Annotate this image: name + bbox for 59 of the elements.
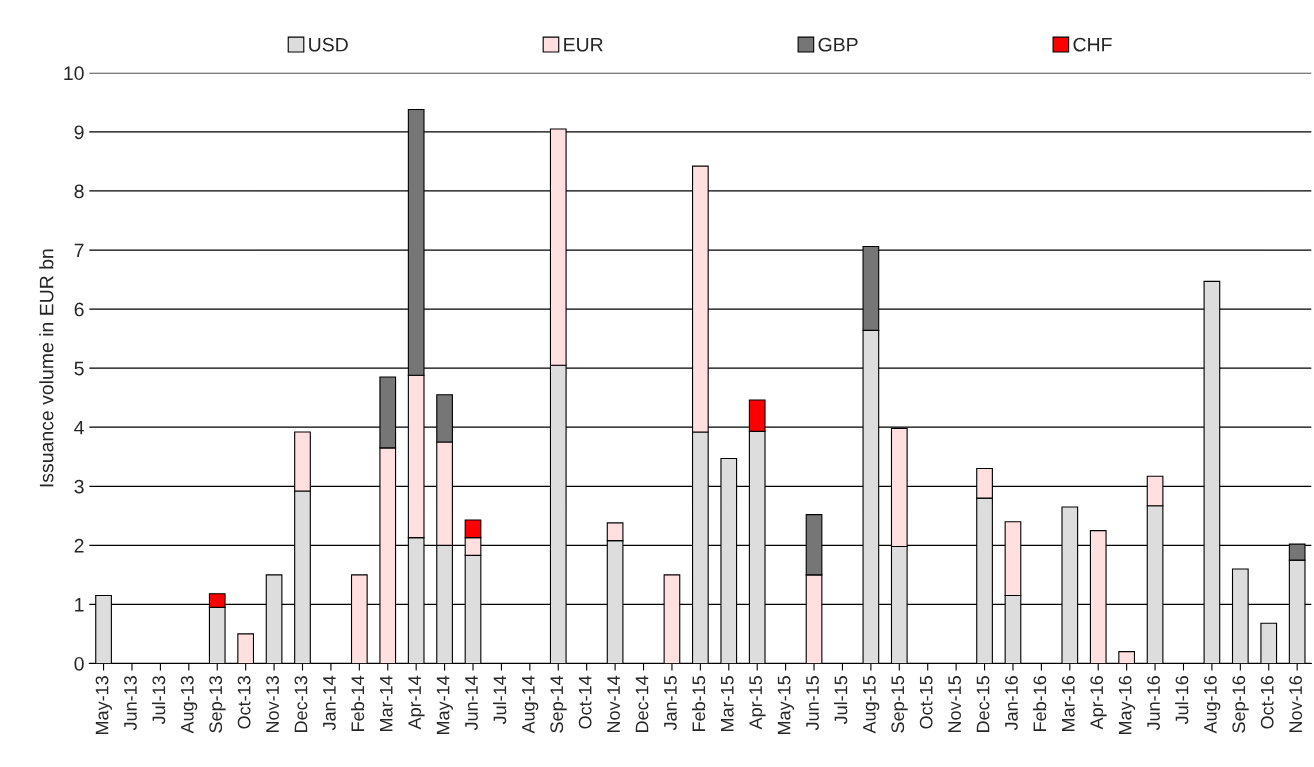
y-tick-label: 0 <box>74 656 84 671</box>
x-tick-label: Jun-15 <box>806 676 819 731</box>
x-tick-label: Nov-14 <box>607 675 620 732</box>
x-tick-label: Oct-16 <box>1260 676 1274 729</box>
x-tick-label: Jan-16 <box>1005 676 1018 731</box>
x-tick-label: Jan-14 <box>323 675 336 731</box>
y-tick-label: 5 <box>74 361 84 376</box>
y-tick-label: 6 <box>74 302 84 317</box>
x-tick-label: Nov-13 <box>266 676 279 732</box>
x-tick-label: Mar-14 <box>380 675 393 731</box>
x-tick-label: Apr-16 <box>1090 676 1107 730</box>
x-tick-label: Aug-16 <box>1203 676 1221 734</box>
x-tick-label: Aug-15 <box>863 676 880 734</box>
y-tick-label: 4 <box>74 420 84 435</box>
y-tick-label: 3 <box>74 479 84 494</box>
y-axis-title: Issuance volume in EUR bn <box>39 249 54 487</box>
x-tick-label: May-13 <box>95 676 112 734</box>
x-tick-label: Feb-14 <box>350 675 365 731</box>
x-tick-label: Oct-14 <box>578 675 592 729</box>
x-tick-label: Sep-15 <box>891 676 908 733</box>
x-tick-label: Aug-14 <box>522 675 539 734</box>
x-tick-label: Nov-16 <box>1289 676 1303 732</box>
x-tick-label: Jan-15 <box>664 676 677 731</box>
x-tick-label: May-16 <box>1118 676 1136 734</box>
x-tick-label: Jul-13 <box>151 676 166 725</box>
x-tick-label: Jun-14 <box>465 675 478 731</box>
x-tick-label: Sep-13 <box>209 676 226 733</box>
y-tick-label: 10 <box>64 66 84 81</box>
x-tick-label: Dec-14 <box>635 675 649 732</box>
x-tick-label: Jun-16 <box>1147 676 1160 731</box>
y-tick-label: 2 <box>74 538 84 553</box>
x-tick-label: Jul-14 <box>493 675 507 725</box>
y-tick-label: 7 <box>74 243 84 258</box>
y-tick-label: 1 <box>75 598 84 612</box>
x-tick-label: Nov-15 <box>948 676 961 732</box>
x-tick-label: May-14 <box>436 675 454 734</box>
x-tick-label: Jun-13 <box>124 676 137 731</box>
x-tick-label: Jul-15 <box>834 676 848 725</box>
x-tick-label: Aug-13 <box>180 676 198 734</box>
y-tick-label: 8 <box>74 184 84 199</box>
x-tick-label: Sep-16 <box>1232 676 1249 733</box>
x-tick-label: Mar-15 <box>721 676 734 731</box>
x-tick-label: Oct-15 <box>919 676 933 729</box>
x-tick-label: Mar-16 <box>1061 676 1075 731</box>
legend-label: EUR <box>564 37 603 52</box>
x-tick-label: Feb-15 <box>691 676 706 731</box>
x-tick-label: Dec-13 <box>294 676 308 732</box>
x-tick-label: Jul-16 <box>1175 676 1189 725</box>
x-tick-label: Dec-15 <box>976 676 990 732</box>
x-tick-label: Apr-15 <box>749 676 766 730</box>
x-tick-label: Oct-13 <box>237 676 251 729</box>
legend-label: USD <box>309 37 348 52</box>
x-tick-label: Apr-14 <box>408 675 425 730</box>
legend-label: CHF <box>1073 37 1112 52</box>
x-tick-label: Feb-16 <box>1032 676 1047 731</box>
x-tick-label: Sep-14 <box>550 675 567 733</box>
x-tick-label: May-15 <box>777 676 795 734</box>
legend-label: GBP <box>818 37 858 52</box>
y-tick-label: 9 <box>74 125 84 140</box>
